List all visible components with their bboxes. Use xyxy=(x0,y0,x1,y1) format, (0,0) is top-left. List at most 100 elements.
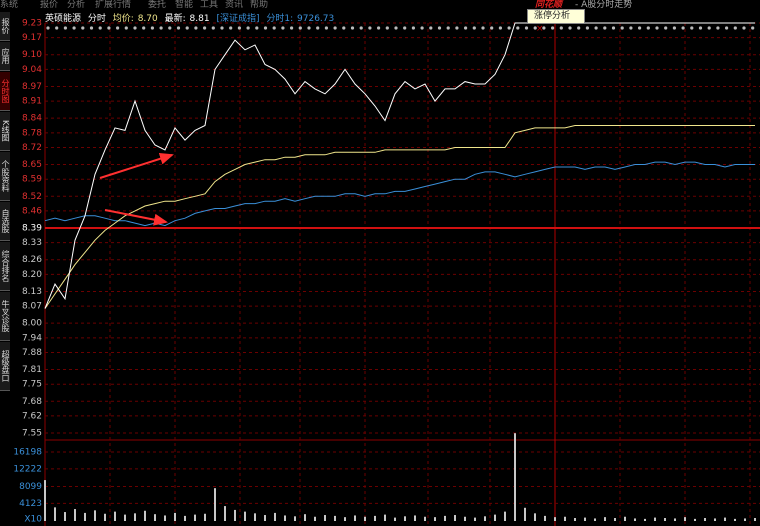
volume-bar xyxy=(414,515,416,521)
y-tick-label: 8.97 xyxy=(22,82,42,92)
volume-bar xyxy=(144,510,146,521)
latest-label: 最新: xyxy=(164,14,186,24)
menu-item[interactable]: 帮助 xyxy=(250,0,269,10)
volume-bar xyxy=(264,515,266,521)
y-tick-label: 8.13 xyxy=(22,287,42,297)
marker-dot xyxy=(638,26,642,30)
volume-bar xyxy=(374,515,376,521)
volume-bar xyxy=(164,515,166,521)
volume-unit: X10 xyxy=(24,515,42,525)
menu-item[interactable]: 分析 xyxy=(67,0,86,10)
marker-dot xyxy=(559,26,563,30)
menu-item[interactable]: 工具 xyxy=(200,0,219,10)
volume-bar xyxy=(174,512,176,521)
chart-header: 英硕能源 分时 均价: 8.70 最新: 8.81 [深证成指] 分时1: 97… xyxy=(45,11,338,24)
y-tick-label: 9.17 xyxy=(22,33,42,43)
y-tick-label: 7.68 xyxy=(22,397,42,407)
marker-dot xyxy=(603,26,607,30)
menu-item[interactable]: 扩展行情 xyxy=(95,0,132,10)
volume-bar xyxy=(754,518,756,521)
marker-dot xyxy=(611,26,616,30)
app-logo: 同花顺 xyxy=(535,0,563,10)
volume-bar xyxy=(584,517,586,521)
marker-dot xyxy=(490,26,494,30)
y-tick-label: 8.91 xyxy=(22,97,42,107)
popup-close[interactable]: × xyxy=(536,24,544,34)
volume-bar xyxy=(364,516,366,521)
side-tab[interactable]: K线图 xyxy=(0,112,10,151)
marker-dot xyxy=(472,26,476,30)
marker-dot xyxy=(203,26,207,30)
volume-bar xyxy=(184,515,186,521)
menu-item[interactable]: 智能 xyxy=(175,0,194,10)
marker-dot xyxy=(46,26,50,30)
marker-dot xyxy=(55,26,59,30)
volume-bar xyxy=(214,488,216,521)
volume-bar xyxy=(704,518,706,521)
volume-bar xyxy=(44,480,46,521)
marker-dot xyxy=(664,26,668,30)
marker-dot xyxy=(707,26,711,30)
marker-dot xyxy=(585,26,590,30)
volume-bar xyxy=(114,511,116,521)
side-tab[interactable]: 个股资料 xyxy=(0,152,10,201)
menu-item[interactable]: 资讯 xyxy=(225,0,244,10)
volume-bar xyxy=(74,509,76,521)
menu-item[interactable]: 系统 xyxy=(0,0,19,10)
volume-bar xyxy=(344,517,346,521)
y-tick-label: 7.94 xyxy=(22,333,42,343)
marker-dot xyxy=(498,26,502,30)
side-tab[interactable]: 报价 xyxy=(0,12,10,41)
marker-dot xyxy=(672,26,677,30)
menu-item[interactable]: 委托 xyxy=(148,0,167,10)
volume-bar xyxy=(744,518,746,521)
marker-dot xyxy=(116,26,120,30)
menu-item[interactable]: 报价 xyxy=(40,0,59,10)
popup[interactable]: 涨停分析 × xyxy=(527,9,585,34)
index-label: 分时1: xyxy=(266,14,294,24)
legend-entry: 分时 xyxy=(87,14,106,24)
y-tick-label: 8.00 xyxy=(22,319,42,329)
volume-bar xyxy=(544,515,546,521)
side-tab[interactable]: 分时图 xyxy=(0,72,10,111)
annotation-arrow xyxy=(104,209,168,226)
marker-dot xyxy=(420,26,424,30)
marker-dot xyxy=(716,26,720,30)
volume-bar xyxy=(154,514,156,521)
marker-dot xyxy=(124,26,128,30)
side-tab[interactable]: 自选股 xyxy=(0,202,10,241)
side-tab[interactable]: 超级盘口 xyxy=(0,342,10,391)
series-line xyxy=(44,22,755,309)
marker-dot xyxy=(403,26,407,30)
side-tab[interactable]: 应用 xyxy=(0,42,10,71)
marker-dot xyxy=(290,26,294,30)
y-tick-label: 8.65 xyxy=(22,160,42,170)
volume-bar xyxy=(474,517,476,521)
marker-dot xyxy=(646,26,650,30)
volume-bar xyxy=(274,512,276,521)
marker-dot xyxy=(681,26,685,30)
volume-bar xyxy=(484,516,486,521)
marker-dot xyxy=(237,26,241,30)
y-tick-label: 8.46 xyxy=(22,206,42,216)
marker-dot xyxy=(446,26,450,30)
marker-dot xyxy=(81,26,85,30)
volume-bar xyxy=(314,516,316,521)
y-tick-label: 8.84 xyxy=(22,114,42,124)
window-title: - A股分时走势 xyxy=(575,0,633,10)
latest-value: 8.81 xyxy=(189,14,210,24)
side-tab[interactable]: 综合排名 xyxy=(0,242,10,291)
marker-dot xyxy=(359,26,363,30)
marker-dot xyxy=(385,26,389,30)
marker-dot xyxy=(698,26,703,30)
marker-dot xyxy=(350,26,355,30)
volume-bar xyxy=(514,433,516,521)
side-tab[interactable]: 牛叉诊股 xyxy=(0,292,10,341)
volume-bar xyxy=(724,517,726,521)
volume-bar xyxy=(204,513,206,521)
marker-dot xyxy=(107,26,111,30)
marker-dot xyxy=(429,26,433,30)
marker-dot xyxy=(255,26,259,30)
volume-bar xyxy=(294,516,296,521)
volume-bar xyxy=(674,518,676,521)
